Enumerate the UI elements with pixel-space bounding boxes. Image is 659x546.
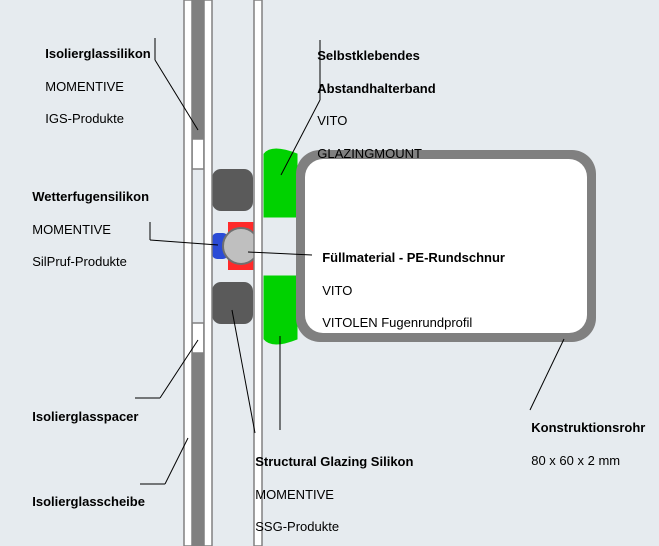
label-tape-line3: GLAZINGMOUNT [317,146,422,161]
label-weather-line2: MOMENTIVE [32,222,111,237]
label-igs-line3: IGS-Produkte [45,111,124,126]
label-ssg-title: Structural Glazing Silikon [255,454,413,469]
label-spacer: Isolierglasspacer [25,393,138,426]
label-igs: Isolierglassilikon MOMENTIVE IGS-Produkt… [38,30,151,128]
label-tube-line2: 80 x 60 x 2 mm [531,453,620,468]
label-ssg: Structural Glazing Silikon MOMENTIVE SSG… [248,438,413,536]
label-pane-title: Isolierglasscheibe [32,494,145,509]
label-ssg-line2: MOMENTIVE [255,487,334,502]
label-tube-title: Konstruktionsrohr [531,420,645,435]
label-ssg-line3: SSG-Produkte [255,519,339,534]
label-tube: Konstruktionsrohr 80 x 60 x 2 mm [524,404,645,469]
label-rod-title: Füllmaterial - PE-Rundschnur [322,250,505,265]
label-weather-title: Wetterfugensilikon [32,189,149,204]
label-tape-title2: Abstandhalterband [317,81,435,96]
label-igs-line2: MOMENTIVE [45,79,124,94]
label-weather: Wetterfugensilikon MOMENTIVE SilPruf-Pro… [25,173,149,271]
label-rod-line2: VITO [322,283,352,298]
label-spacer-title: Isolierglasspacer [32,409,138,424]
label-tape-title: Selbstklebendes [317,48,420,63]
label-rod-line3: VITOLEN Fugenrundprofil [322,315,472,330]
label-igs-title: Isolierglassilikon [45,46,151,61]
label-pane: Isolierglasscheibe [25,478,145,511]
label-rod: Füllmaterial - PE-Rundschnur VITO VITOLE… [315,234,505,332]
label-tape: Selbstklebendes Abstandhalterband VITO G… [310,32,436,162]
label-tape-line2: VITO [317,113,347,128]
label-weather-line3: SilPruf-Produkte [32,254,127,269]
